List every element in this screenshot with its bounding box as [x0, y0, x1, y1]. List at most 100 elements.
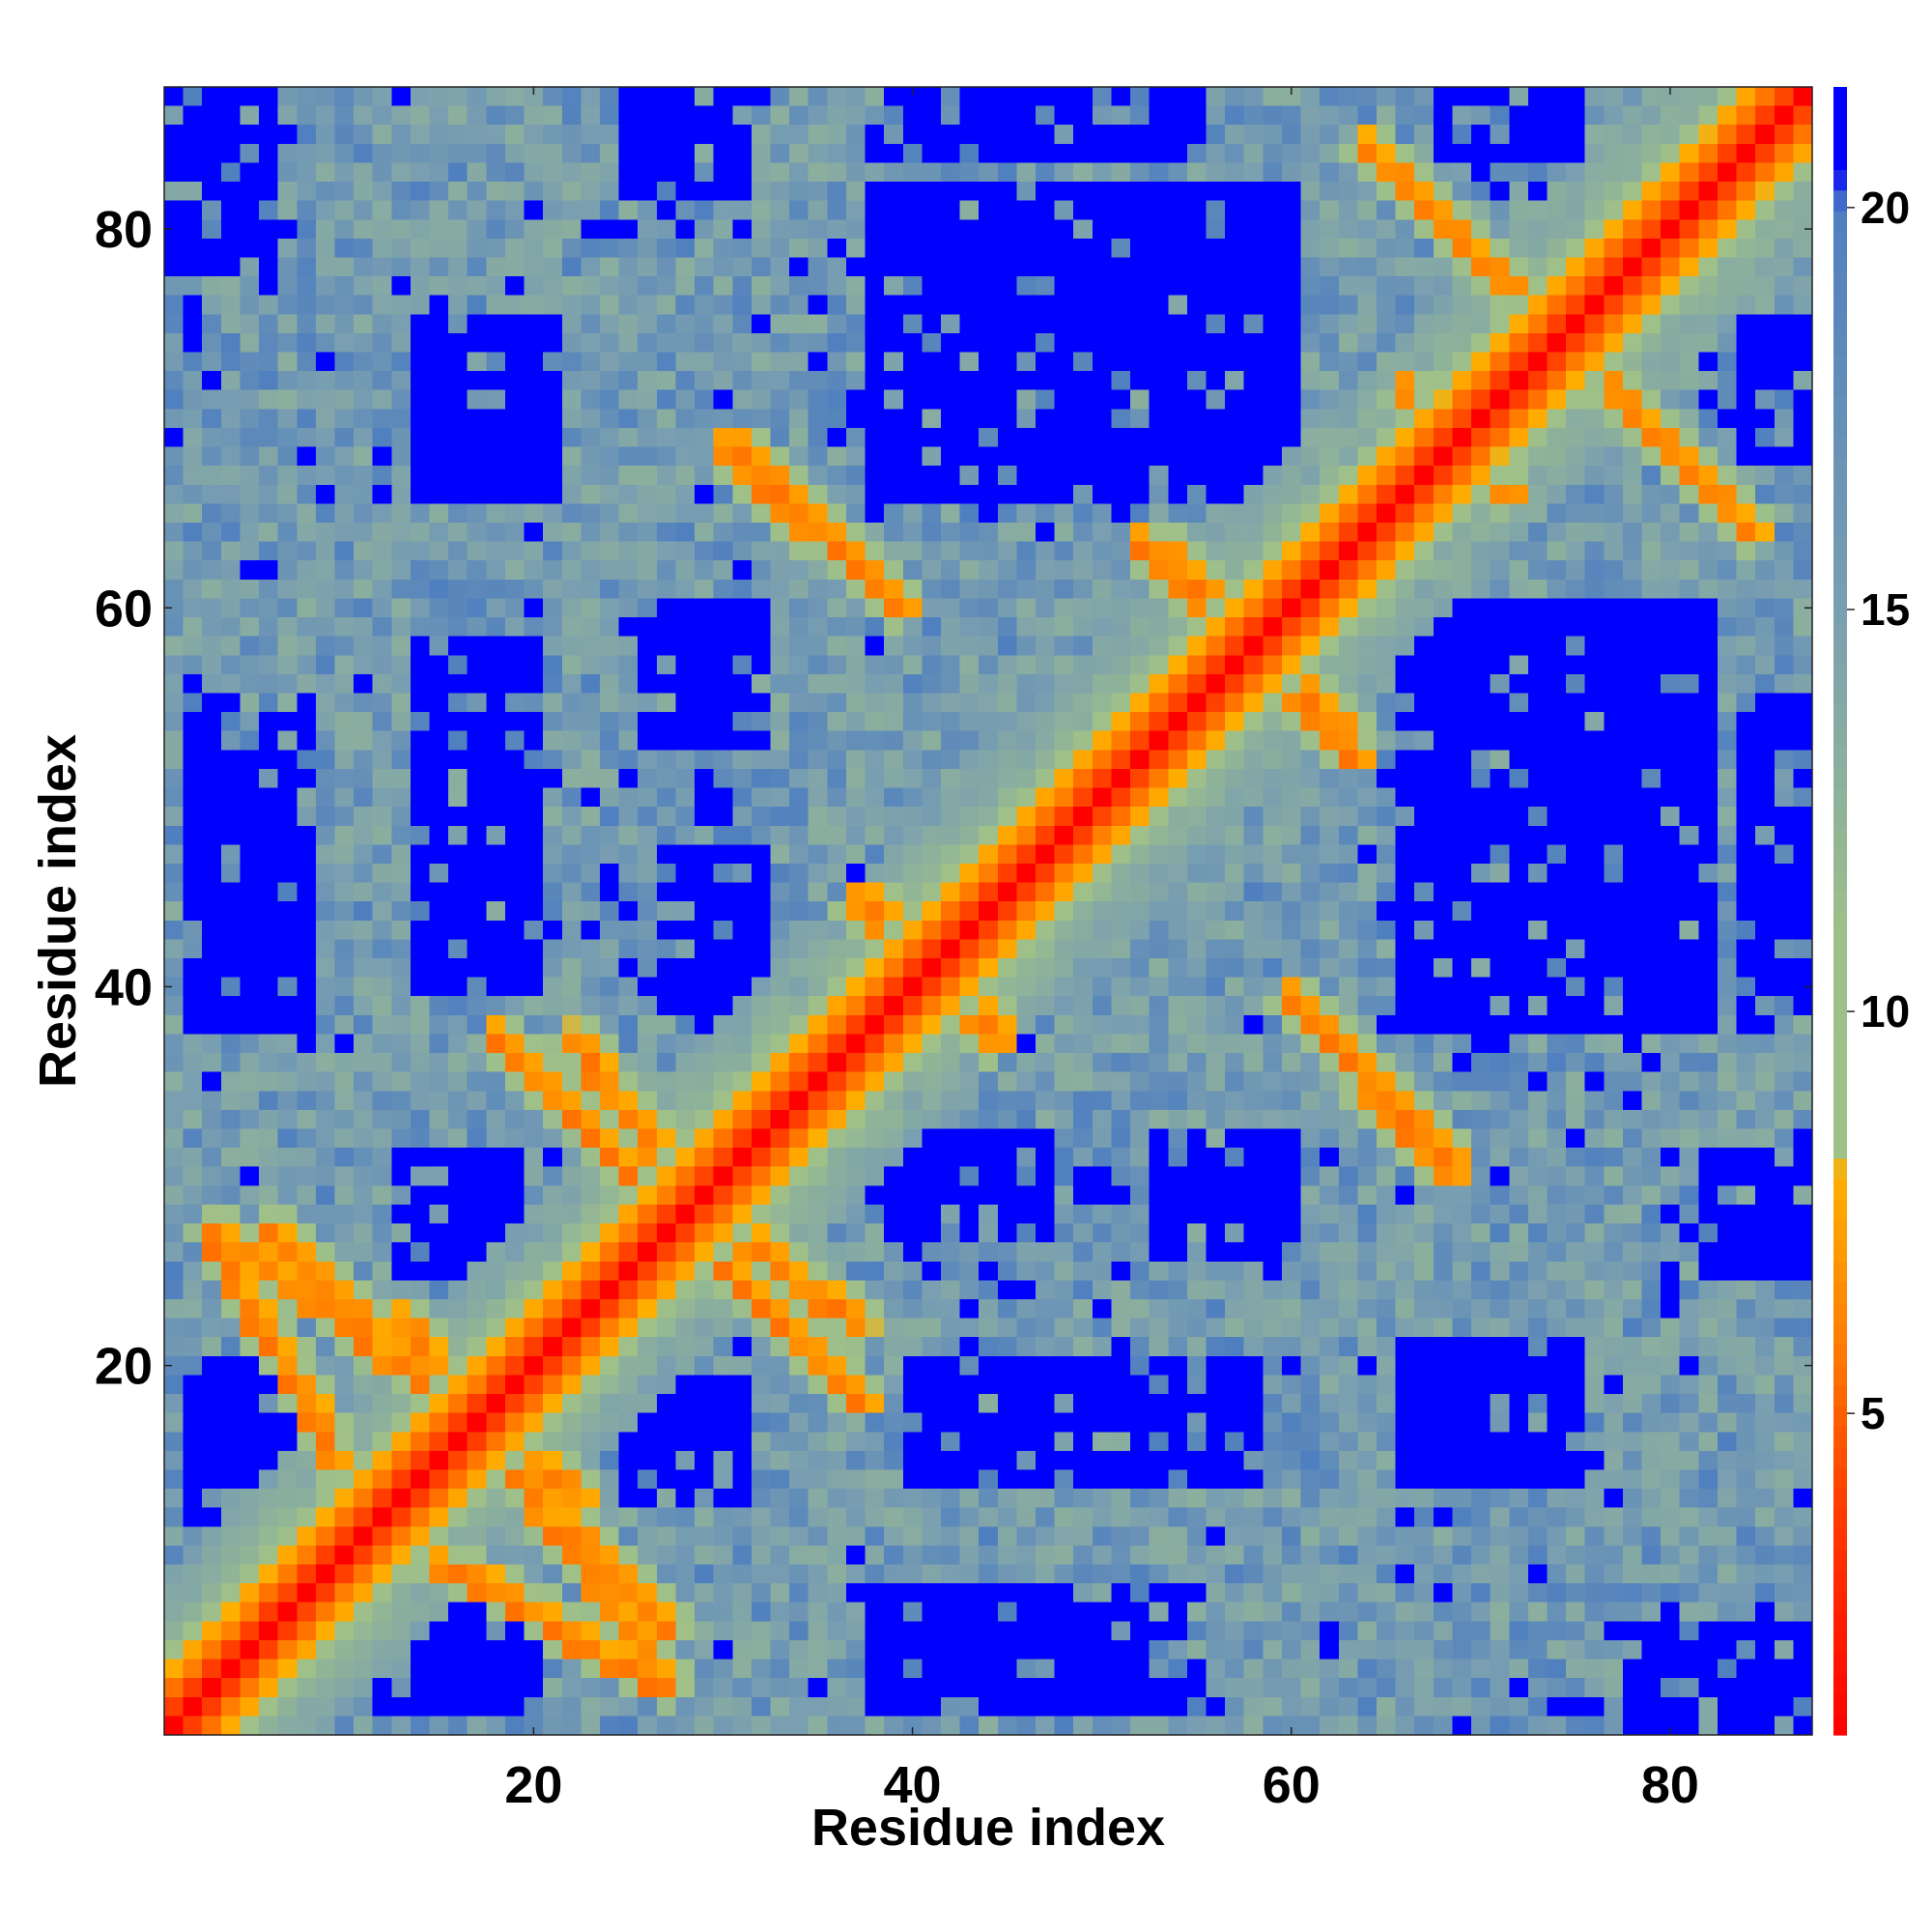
colorbar-segment [1833, 333, 1847, 355]
colorbar-segment [1833, 478, 1847, 500]
colorbar-segment [1833, 293, 1847, 315]
x-axis-title: Residue index [811, 1799, 1165, 1857]
colorbar-segment [1833, 766, 1847, 788]
colorbar-segment [1833, 498, 1847, 521]
colorbar-segment [1833, 1405, 1847, 1427]
colorbar-segment [1833, 1055, 1847, 1077]
colorbar-segment [1833, 437, 1847, 459]
colorbar-segment [1833, 1714, 1847, 1736]
colorbar-segment [1833, 1446, 1847, 1468]
colorbar-segment [1833, 1570, 1847, 1592]
colorbar-segment [1833, 664, 1847, 686]
colorbar-segment [1833, 972, 1847, 994]
colorbar-segment [1833, 993, 1847, 1015]
colorbar-tick-label: 5 [1861, 1388, 1886, 1438]
colorbar: 5 10 15 20 [1833, 87, 1910, 1736]
colorbar-segment [1833, 107, 1847, 129]
colorbar-segment [1833, 1488, 1847, 1510]
colorbar-segment [1833, 313, 1847, 335]
colorbar-segment [1833, 1137, 1847, 1159]
colorbar-tick-label: 15 [1861, 584, 1910, 635]
colorbar-segment [1833, 1157, 1847, 1179]
colorbar-segment [1833, 1528, 1847, 1550]
x-tick-label: 40 [884, 1756, 942, 1814]
colorbar-segment [1833, 787, 1847, 809]
colorbar-segment [1833, 1343, 1847, 1365]
colorbar-segment [1833, 1302, 1847, 1324]
y-axis-title: Residue index [29, 734, 87, 1088]
colorbar-segment [1833, 869, 1847, 892]
colorbar-segment [1833, 1075, 1847, 1097]
colorbar-segment [1833, 416, 1847, 439]
colorbar-segment [1833, 622, 1847, 644]
x-tick-label: 20 [504, 1756, 562, 1814]
colorbar-segment [1833, 602, 1847, 624]
colorbar-segment [1833, 725, 1847, 747]
colorbar-segment [1833, 1364, 1847, 1386]
x-tick-label: 80 [1641, 1756, 1699, 1814]
colorbar-segment [1833, 1281, 1847, 1303]
colorbar-segment [1833, 148, 1847, 170]
colorbar-segment [1833, 952, 1847, 974]
colorbar-segment [1833, 684, 1847, 706]
colorbar-segment [1833, 1013, 1847, 1036]
colorbar-segment [1833, 1384, 1847, 1406]
colorbar-segment [1833, 540, 1847, 562]
colorbar-segment [1833, 128, 1847, 150]
colorbar-segment [1833, 231, 1847, 253]
colorbar-segment [1833, 828, 1847, 850]
colorbar-segment [1833, 251, 1847, 273]
colorbar-segment [1833, 931, 1847, 953]
colorbar-segment [1833, 1508, 1847, 1530]
colorbar-segment [1833, 519, 1847, 541]
colorbar-segment [1833, 1590, 1847, 1612]
colorbar-segment [1833, 1322, 1847, 1345]
heatmap-grid [164, 87, 1812, 1735]
y-ticks: 20 40 60 80 [95, 201, 1812, 1396]
colorbar-segment [1833, 375, 1847, 397]
x-tick-label: 60 [1263, 1756, 1321, 1814]
colorbar-segment [1833, 1034, 1847, 1056]
y-tick-label: 20 [95, 1338, 153, 1396]
y-tick-label: 60 [95, 580, 153, 638]
colorbar-segment [1833, 169, 1847, 191]
colorbar-segment [1833, 746, 1847, 768]
colorbar-segment [1833, 457, 1847, 479]
colorbar-segment [1833, 1652, 1847, 1674]
plot-frame [163, 86, 1813, 1736]
colorbar-segment [1833, 581, 1847, 603]
colorbar-segment [1833, 1632, 1847, 1654]
colorbar-segment [1833, 1179, 1847, 1201]
colorbar-segment [1833, 271, 1847, 294]
colorbar-segment [1833, 560, 1847, 582]
colorbar-segment [1833, 1117, 1847, 1139]
colorbar-segment [1833, 911, 1847, 932]
colorbar-segment [1833, 849, 1847, 870]
colorbar-segment [1833, 1466, 1847, 1489]
colorbar-segment [1833, 1549, 1847, 1571]
colorbar-segment [1833, 355, 1847, 377]
colorbar-segment [1833, 1095, 1847, 1118]
colorbar-segment [1833, 87, 1847, 108]
y-tick-label: 80 [95, 201, 153, 259]
colorbar-segment [1833, 642, 1847, 665]
colorbar-segment [1833, 808, 1847, 830]
colorbar-segment [1833, 1219, 1847, 1241]
colorbar-segment [1833, 1199, 1847, 1221]
colorbar-segment [1833, 1693, 1847, 1716]
colorbar-segment [1833, 704, 1847, 726]
colorbar-segment [1833, 395, 1847, 417]
colorbar-segment [1833, 210, 1847, 232]
colorbar-tick-label: 10 [1861, 986, 1910, 1037]
colorbar-segment [1833, 1240, 1847, 1263]
colorbar-segment [1833, 1611, 1847, 1633]
colorbar-segment [1833, 1426, 1847, 1448]
y-tick-label: 40 [95, 958, 153, 1016]
colorbar-segment [1833, 1673, 1847, 1694]
x-ticks: 20 40 60 80 [504, 87, 1699, 1814]
colorbar-tick-label: 20 [1861, 183, 1910, 233]
colorbar-segment [1833, 890, 1847, 912]
colorbar-segment [1833, 1261, 1847, 1283]
